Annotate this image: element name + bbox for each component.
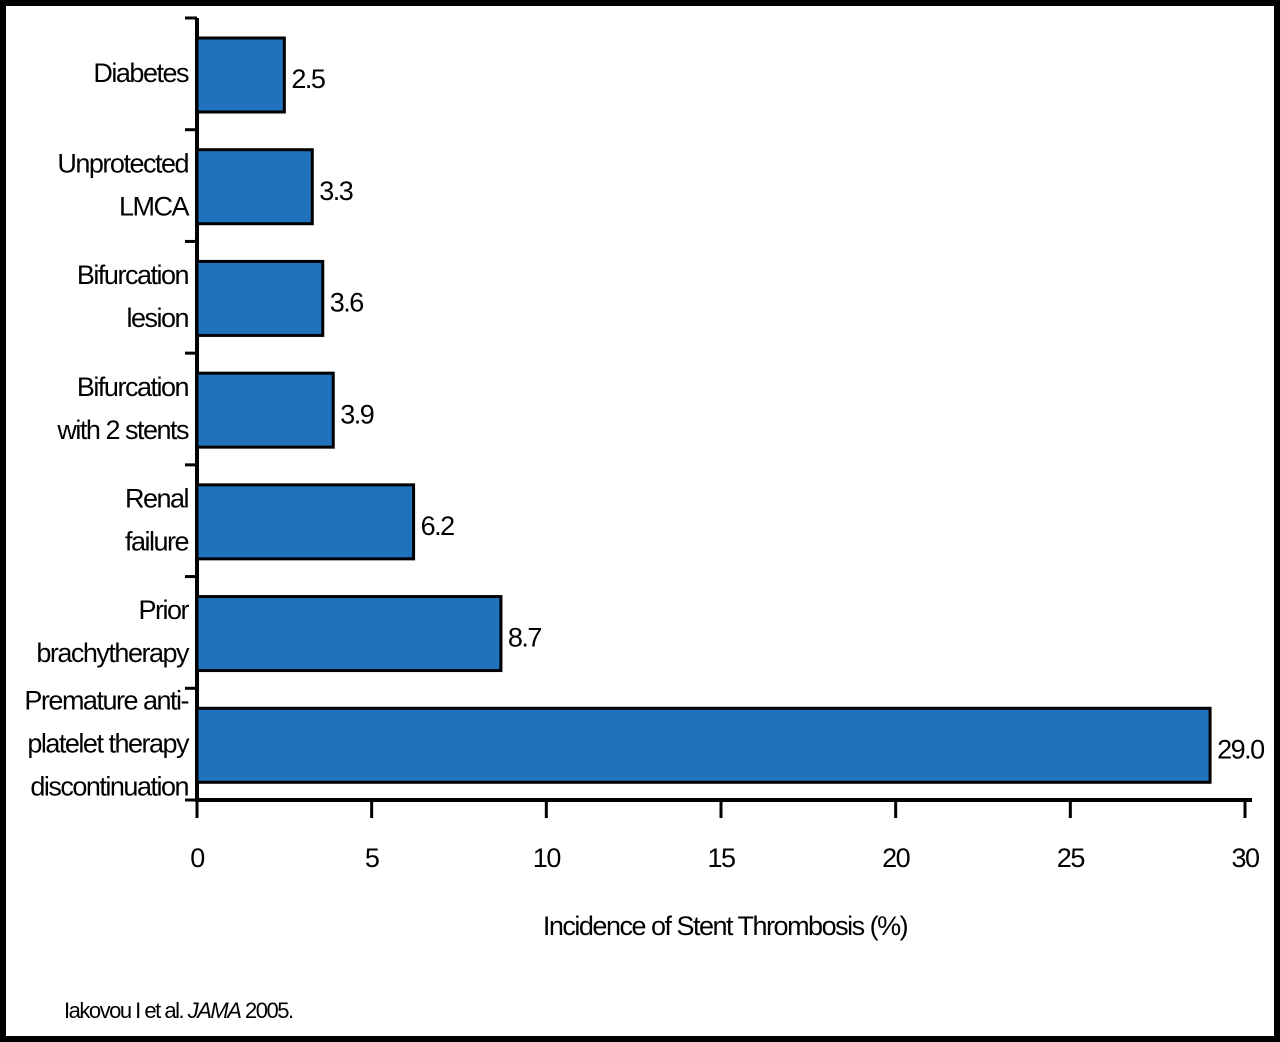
y-tick-label: Premature anti- [24, 685, 188, 715]
value-label: 3.3 [319, 176, 353, 206]
bar [195, 706, 1212, 784]
y-tick-label: Unprotected [57, 148, 188, 178]
y-tick-label: with 2 stents [56, 415, 189, 445]
y-tick-label: brachytherapy [36, 638, 190, 668]
value-label: 6.2 [421, 511, 455, 541]
y-tick-label: Bifurcation [77, 372, 189, 402]
bar [195, 595, 503, 673]
bar [195, 36, 286, 114]
y-tick-label: LMCA [119, 191, 190, 221]
bar [195, 371, 335, 449]
value-label: 2.5 [291, 64, 325, 94]
value-label: 3.9 [340, 399, 374, 429]
bar [195, 148, 314, 226]
x-tick-label: 30 [1231, 843, 1259, 873]
source-journal: JAMA [187, 998, 242, 1023]
y-tick-label: platelet therapy [27, 728, 190, 758]
x-tick-label: 0 [190, 843, 204, 873]
y-tick-label: Renal [125, 483, 189, 513]
x-tick-label: 5 [365, 843, 379, 873]
y-tick-label: Diabetes [93, 58, 189, 88]
bar [195, 483, 416, 561]
x-tick-label: 25 [1057, 843, 1085, 873]
x-tick-label: 20 [882, 843, 910, 873]
source-authors: Iakovou I et al. [64, 998, 183, 1023]
source-note: Iakovou I et al. JAMA 2005. [64, 998, 293, 1023]
y-tick-label: failure [125, 526, 189, 556]
x-tick-label: 10 [533, 843, 561, 873]
y-tick-label: Bifurcation [77, 260, 189, 290]
y-tick-label: discontinuation [30, 771, 188, 801]
bar [195, 259, 325, 337]
value-label: 8.7 [508, 623, 542, 653]
y-tick-label: Prior [138, 595, 189, 625]
value-label: 29.0 [1217, 734, 1264, 764]
x-axis-label: Incidence of Stent Thrombosis (%) [543, 911, 908, 941]
x-tick-label: 15 [707, 843, 735, 873]
y-tick-label: lesion [126, 303, 188, 333]
source-year: 2005. [245, 998, 293, 1023]
value-label: 3.6 [330, 288, 364, 318]
